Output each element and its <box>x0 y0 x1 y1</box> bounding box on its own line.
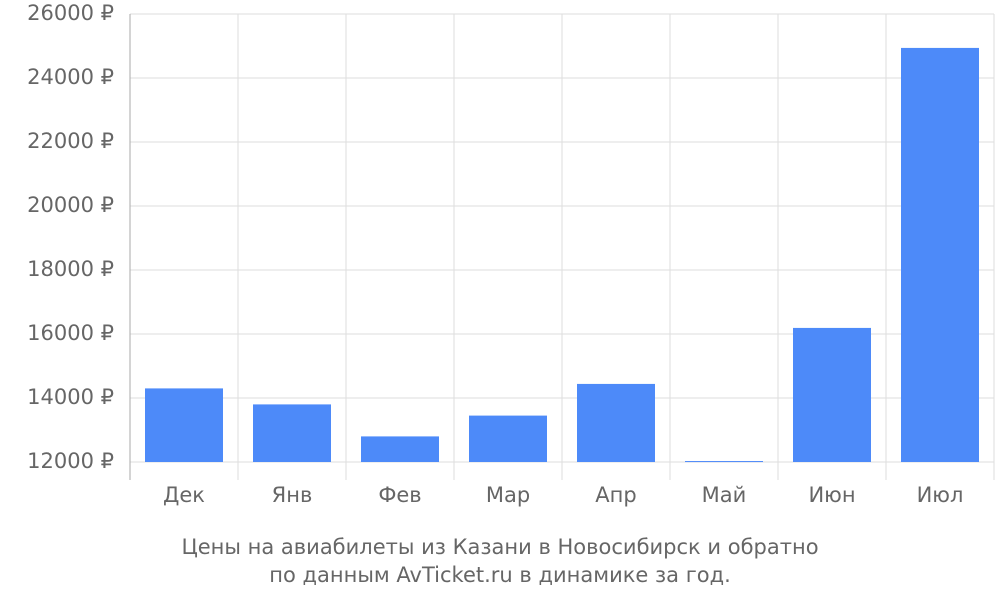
y-tick-label: 16000 ₽ <box>27 321 114 345</box>
x-tick-label: Фев <box>378 483 421 507</box>
y-tick-label: 20000 ₽ <box>27 193 114 217</box>
x-tick-label: Мар <box>486 483 530 507</box>
chart-title: Цены на авиабилеты из Казани в Новосибир… <box>181 535 818 559</box>
x-tick-label: Апр <box>595 483 636 507</box>
chart-title: по данным AvTicket.ru в динамике за год. <box>269 563 731 587</box>
bar <box>793 327 871 462</box>
x-tick-label: Июл <box>917 483 964 507</box>
y-tick-label: 12000 ₽ <box>27 449 114 473</box>
bar <box>253 404 331 462</box>
bar <box>901 47 979 463</box>
x-tick-label: Июн <box>808 483 855 507</box>
bar <box>469 415 547 462</box>
y-tick-label: 26000 ₽ <box>27 1 114 25</box>
x-tick-label: Янв <box>272 483 313 507</box>
x-tick-label: Дек <box>163 483 205 507</box>
bar <box>145 388 223 462</box>
x-tick-label: Май <box>702 483 747 507</box>
bar <box>361 436 439 462</box>
y-tick-label: 14000 ₽ <box>27 385 114 409</box>
y-tick-label: 18000 ₽ <box>27 257 114 281</box>
bar <box>685 461 763 463</box>
y-tick-label: 24000 ₽ <box>27 65 114 89</box>
y-tick-label: 22000 ₽ <box>27 129 114 153</box>
bar <box>577 383 655 462</box>
